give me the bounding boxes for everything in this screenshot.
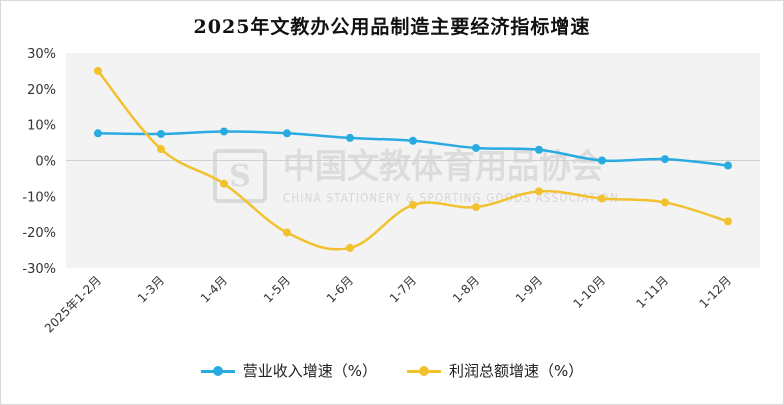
x-tick-label: 2025年1-2月: [42, 273, 104, 335]
data-point-revenue: [283, 129, 291, 138]
x-tick-label: 1-5月: [261, 273, 293, 305]
x-tick-label: 1-6月: [324, 273, 356, 305]
data-point-profit: [472, 203, 480, 212]
legend-label-revenue: 营业收入增速（%）: [242, 362, 377, 380]
watermark-english-text: CHINA STATIONERY & SPORTING GOODS ASSOCI…: [283, 190, 619, 205]
watermark-logo-letter: S: [229, 159, 251, 194]
legend-item-revenue: 营业收入增速（%）: [200, 360, 377, 381]
data-point-revenue: [598, 156, 606, 165]
legend-swatch-revenue: [200, 365, 235, 377]
x-axis: 2025年1-2月 1-3月 1-4月 1-5月 1-6月 1-7月 1-8月 1-9月 1-1…: [42, 273, 734, 335]
data-point-profit: [598, 194, 606, 203]
data-point-revenue: [472, 143, 480, 152]
legend-item-profit: 利润总额增速（%）: [407, 360, 583, 381]
y-tick-label: 10%: [27, 119, 56, 134]
x-tick-label: 1-7月: [387, 273, 419, 305]
legend: 营业收入增速（%） 利润总额增速（%）: [0, 360, 784, 381]
y-tick-label: 20%: [27, 83, 56, 98]
data-point-profit: [283, 228, 291, 237]
data-point-revenue: [409, 136, 417, 145]
y-tick-label: 30%: [27, 47, 56, 62]
chart-title: 2025年文教办公用品制造主要经济指标增速: [193, 16, 591, 38]
data-point-profit: [535, 187, 543, 196]
legend-swatch-profit: [407, 365, 441, 377]
data-point-revenue: [220, 127, 228, 136]
series-group: [94, 66, 732, 252]
y-tick-label: -30%: [22, 262, 56, 277]
x-tick-label: 1-10月: [570, 273, 608, 311]
data-point-revenue: [346, 133, 354, 142]
data-point-profit: [220, 179, 228, 188]
x-tick-label: 1-8月: [450, 273, 482, 305]
x-tick-label: 1-3月: [135, 273, 167, 305]
y-axis: 30% 20% 10% 0% -10% -20% -30%: [22, 47, 56, 277]
data-point-profit: [346, 243, 354, 252]
data-point-revenue: [535, 145, 543, 154]
data-point-revenue: [94, 129, 102, 138]
y-tick-label: -10%: [22, 190, 56, 205]
series-line-profit: [97, 70, 729, 251]
data-point-revenue: [157, 129, 165, 138]
x-tick-label: 1-11月: [633, 273, 671, 311]
legend-label-profit: 利润总额增速（%）: [449, 362, 584, 380]
data-point-revenue: [724, 161, 732, 170]
x-tick-label: 1-9月: [513, 273, 545, 305]
data-point-profit: [409, 200, 417, 209]
data-point-revenue: [661, 155, 669, 164]
data-point-profit: [661, 198, 669, 207]
watermark-logo: [213, 149, 267, 203]
y-tick-label: 0%: [35, 155, 56, 170]
data-point-profit: [157, 145, 165, 154]
x-tick-label: 1-4月: [198, 273, 230, 305]
x-tick-label: 1-12月: [696, 273, 734, 311]
watermark: S 中国文教体育用品协会 CHINA STATIONERY & SPORTING…: [213, 147, 619, 205]
y-tick-label: -20%: [22, 226, 56, 241]
watermark-chinese-text: 中国文教体育用品协会: [283, 147, 603, 187]
data-point-profit: [724, 217, 732, 226]
data-point-profit: [94, 66, 102, 75]
